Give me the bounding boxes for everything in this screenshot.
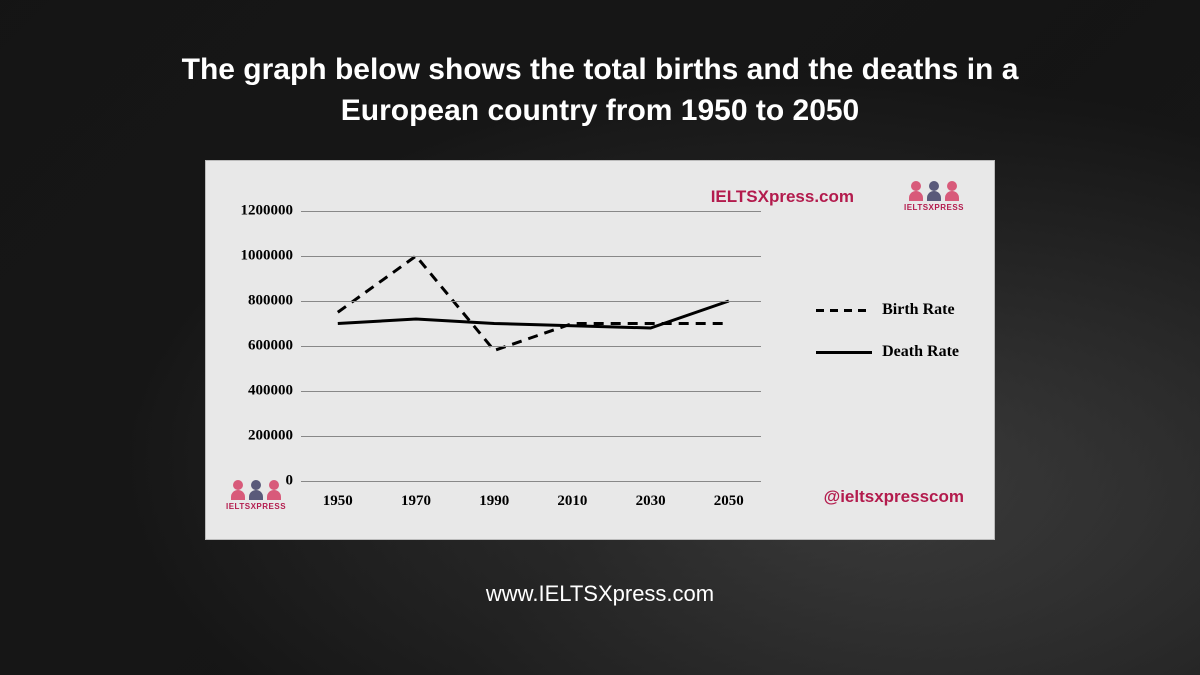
watermark-text: IELTSXpress.com (711, 187, 854, 207)
x-tick-label: 1990 (479, 493, 509, 510)
y-tick-label: 800000 (248, 293, 293, 310)
y-tick-label: 200000 (248, 428, 293, 445)
social-handle: @ieltsxpresscom (824, 487, 964, 507)
legend-item-birth: Birth Rate (816, 301, 959, 319)
logo-top: IELTSXPRESS (904, 181, 964, 212)
person-icon (266, 480, 282, 500)
grid-line (301, 391, 761, 392)
person-icon (944, 181, 960, 201)
grid-line (301, 346, 761, 347)
grid-line (301, 256, 761, 257)
person-icon (926, 181, 942, 201)
logo-icons-bottom (226, 480, 286, 500)
x-tick-label: 2050 (714, 493, 744, 510)
chart-inner: IELTSXpress.com IELTSXPRESS IELTSXPRESS … (216, 181, 984, 529)
logo-label-top: IELTSXPRESS (904, 203, 964, 212)
legend-swatch-dashed (816, 309, 872, 312)
logo-icons-top (904, 181, 964, 201)
legend-item-death: Death Rate (816, 343, 959, 361)
person-icon (248, 480, 264, 500)
legend-swatch-solid (816, 351, 872, 354)
legend-label-birth: Birth Rate (882, 301, 954, 319)
x-tick-label: 1970 (401, 493, 431, 510)
series-line-birth-rate (338, 256, 729, 351)
x-tick-label: 2030 (636, 493, 666, 510)
footer-url: www.IELTSXpress.com (486, 581, 714, 607)
logo-label-bottom: IELTSXPRESS (226, 502, 286, 511)
person-icon (230, 480, 246, 500)
plot-area: 0200000400000600000800000100000012000001… (301, 211, 761, 481)
grid-line (301, 301, 761, 302)
legend-label-death: Death Rate (882, 343, 959, 361)
y-tick-label: 400000 (248, 383, 293, 400)
page-title: The graph below shows the total births a… (150, 50, 1050, 131)
y-tick-label: 600000 (248, 338, 293, 355)
grid-line (301, 436, 761, 437)
x-tick-label: 1950 (323, 493, 353, 510)
x-tick-label: 2010 (557, 493, 587, 510)
y-tick-label: 0 (286, 473, 294, 490)
grid-line (301, 481, 761, 482)
y-tick-label: 1200000 (241, 203, 294, 220)
person-icon (908, 181, 924, 201)
grid-line (301, 211, 761, 212)
legend: Birth Rate Death Rate (816, 301, 959, 385)
logo-bottom: IELTSXPRESS (226, 480, 286, 511)
chart-container: IELTSXpress.com IELTSXPRESS IELTSXPRESS … (205, 160, 995, 540)
y-tick-label: 1000000 (241, 248, 294, 265)
